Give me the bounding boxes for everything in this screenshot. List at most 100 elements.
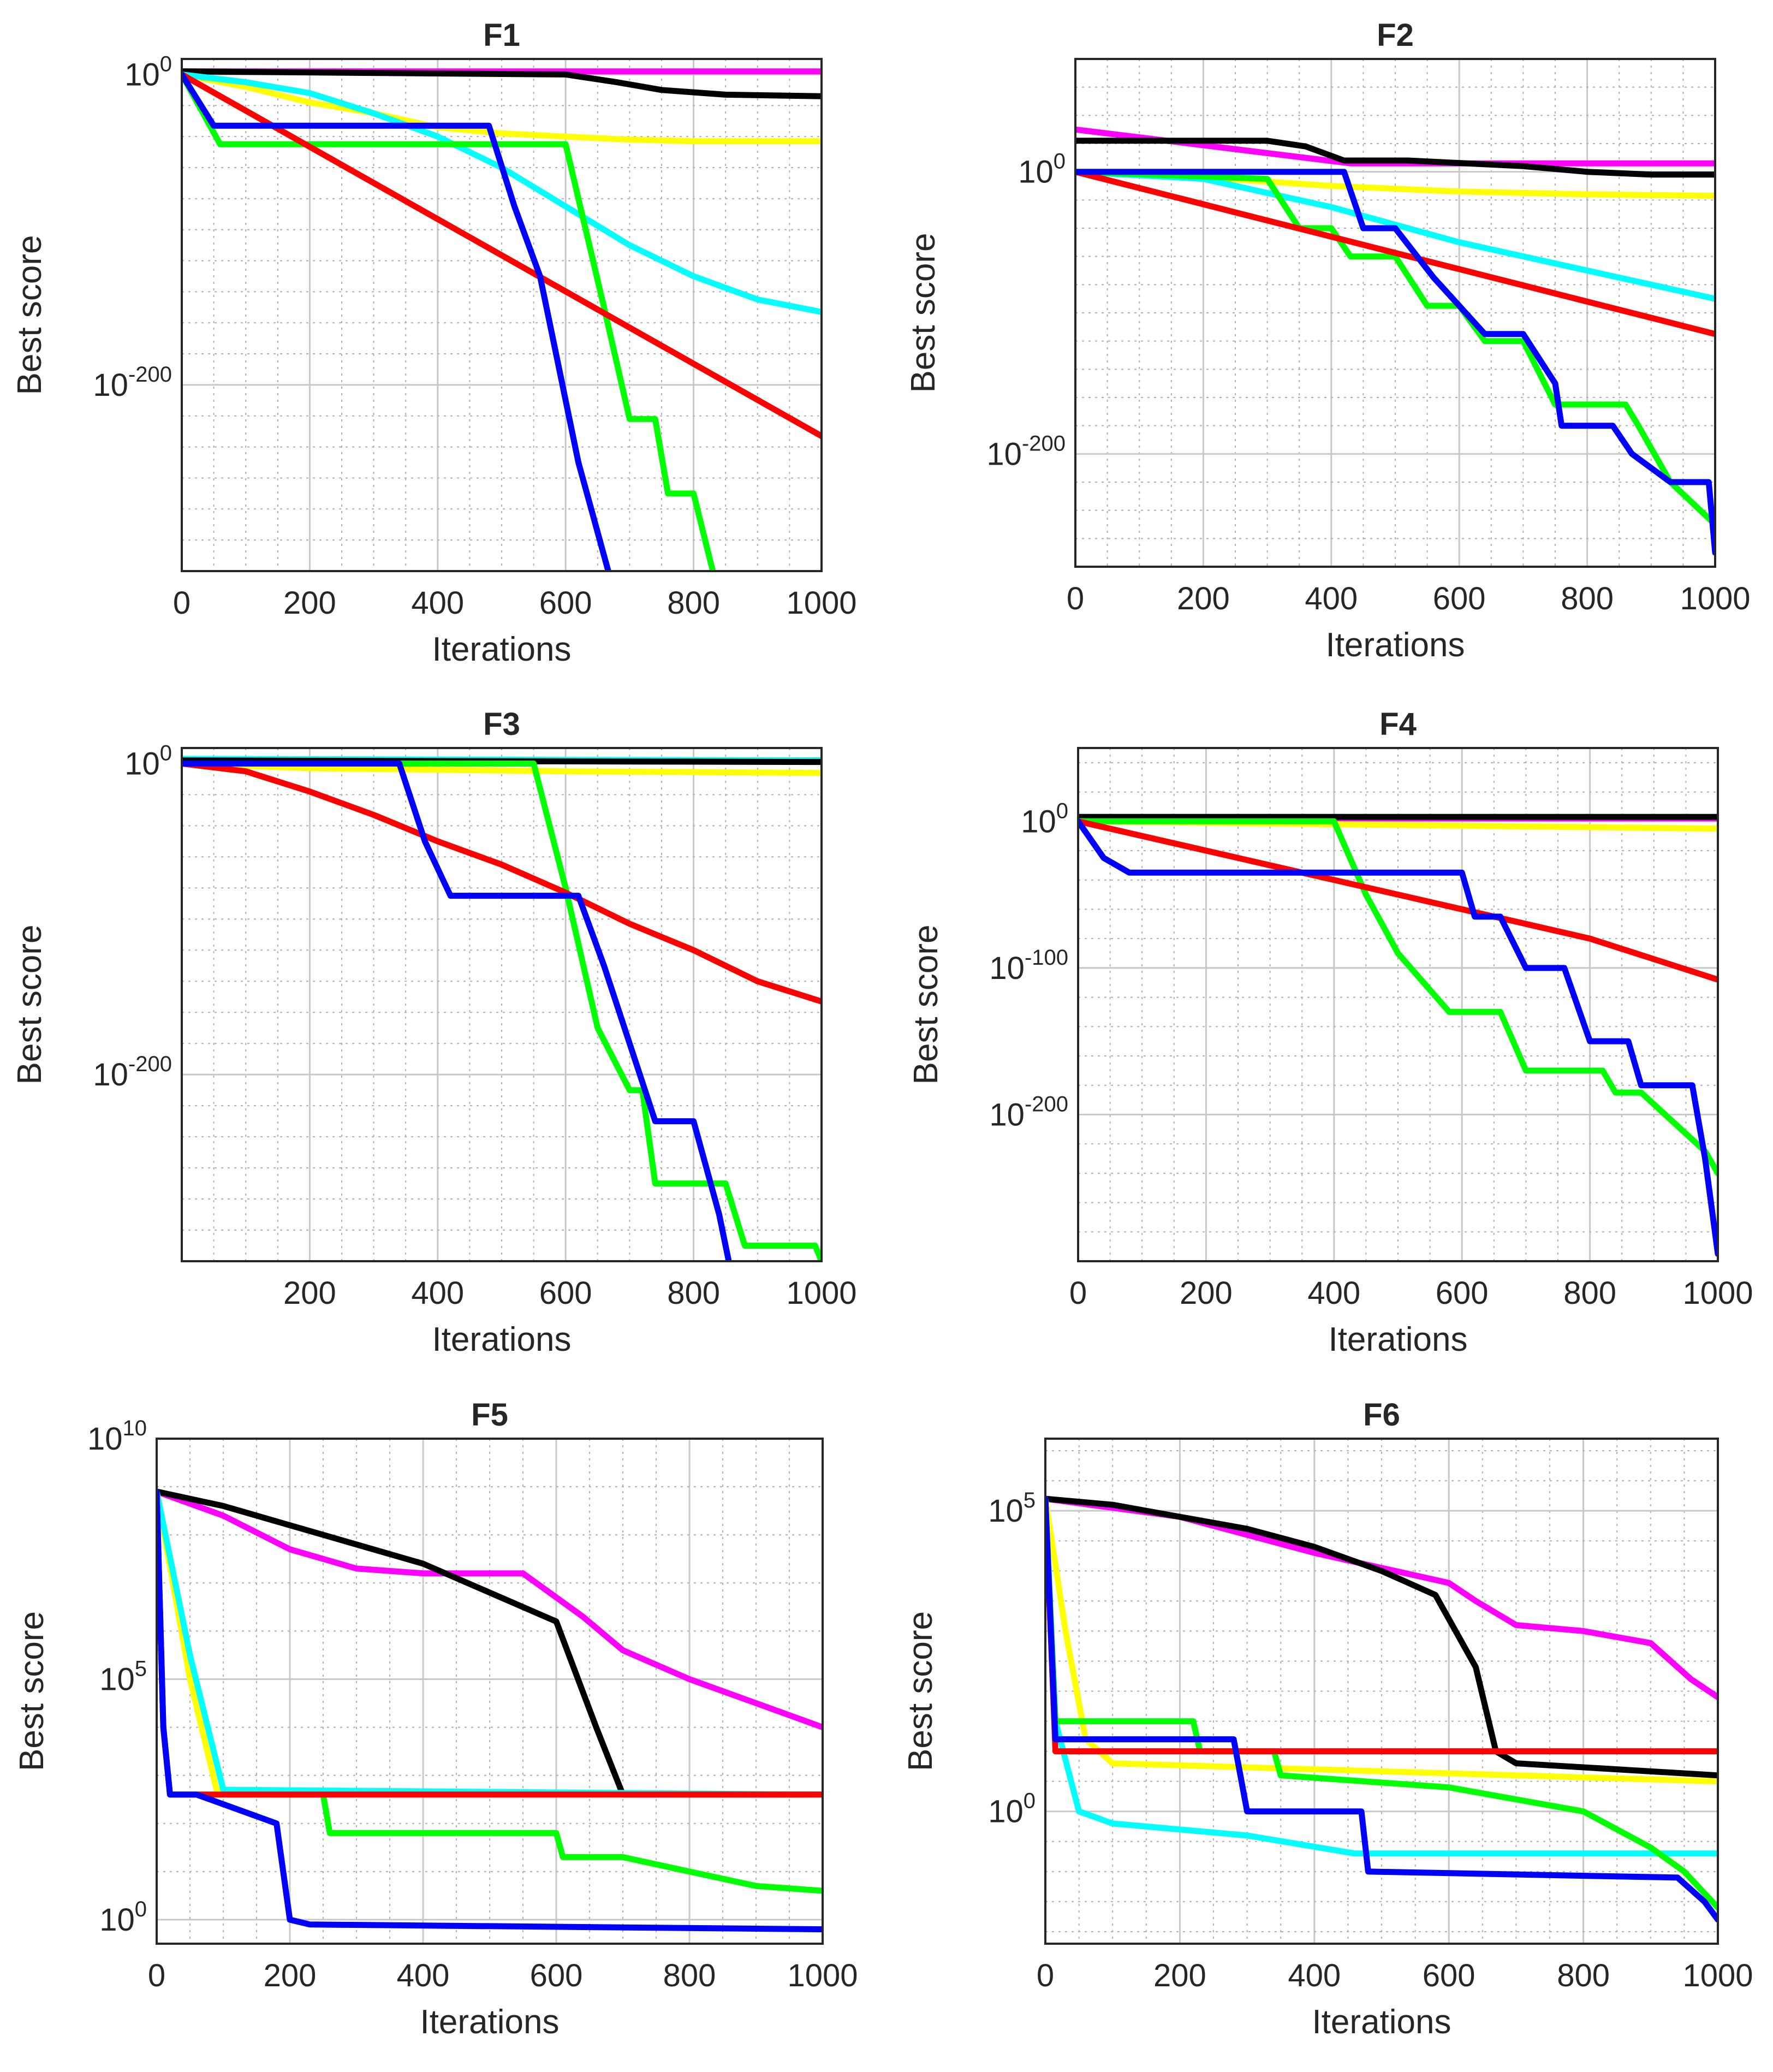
chart-title: F2 <box>1377 17 1414 53</box>
series-group <box>1075 126 1715 556</box>
series-group <box>182 68 822 571</box>
x-axis-label: Iterations <box>432 1321 571 1358</box>
y-tick-label: 10-200 <box>989 1092 1068 1132</box>
x-tick-label: 1000 <box>786 1275 856 1311</box>
series-group <box>1045 1495 1718 1923</box>
x-tick-label: 200 <box>1153 1958 1206 1993</box>
y-tick-label: 10-200 <box>986 431 1066 472</box>
x-tick-label: 0 <box>173 585 191 621</box>
panel-F5: 0 200 400 600 800 1000 1010 105 100 F5 Iterations B… <box>13 1397 858 2041</box>
x-tick-label: 400 <box>411 1275 464 1311</box>
y-tick-label: 100 <box>988 1789 1036 1830</box>
panel-F4: 0 200 400 600 800 1000 100 10-100 10-200 F4 Iterat… <box>907 707 1753 1358</box>
axes-frame <box>181 747 823 1262</box>
y-axis-label: Best score <box>11 235 49 395</box>
x-axis-label: Iterations <box>432 631 571 668</box>
y-axis-label: Best score <box>905 233 942 393</box>
chart-title: F4 <box>1379 707 1417 742</box>
x-axis-label: Iterations <box>1312 2003 1451 2041</box>
x-tick-label: 800 <box>667 1275 720 1311</box>
x-tick-label: 400 <box>1305 581 1358 616</box>
x-tick-label: 800 <box>663 1958 716 1993</box>
series-blue <box>182 761 732 1261</box>
y-tick-label: 105 <box>99 1657 147 1697</box>
series-black <box>157 1488 823 1798</box>
series-black <box>1075 138 1715 178</box>
x-tick-label: 200 <box>283 1275 336 1311</box>
series-green <box>182 761 822 1261</box>
axes-frame <box>156 1438 824 1945</box>
y-axis-label: Best score <box>11 925 49 1085</box>
x-tick-label: 800 <box>1557 1958 1610 1993</box>
x-tick-label: 600 <box>1423 1958 1475 1993</box>
x-tick-label: 600 <box>539 1275 592 1311</box>
axes-frame <box>181 58 823 572</box>
x-tick-label: 400 <box>1288 1958 1341 1993</box>
series-yellow <box>182 71 822 145</box>
x-tick-label: 400 <box>411 585 464 621</box>
panel-F6: 0 200 400 600 800 1000 105 100 F6 Iterations Best … <box>902 1397 1753 2041</box>
x-tick-label: 600 <box>1433 581 1486 616</box>
x-tick-label: 200 <box>264 1958 317 1993</box>
x-tick-label: 400 <box>1307 1275 1360 1311</box>
x-tick-label: 1000 <box>1680 581 1750 616</box>
x-axis-label: Iterations <box>1328 1321 1467 1358</box>
y-axis-label: Best score <box>13 1611 51 1771</box>
series-red <box>182 761 822 1005</box>
chart-title: F1 <box>483 17 520 53</box>
x-tick-label: 200 <box>283 585 336 621</box>
x-tick-label: 800 <box>1561 581 1614 616</box>
y-tick-label: 100 <box>1021 799 1068 839</box>
axes-frame <box>1074 58 1716 568</box>
y-tick-label: 100 <box>124 741 172 781</box>
axes-frame <box>1077 747 1719 1262</box>
series-green <box>182 71 716 571</box>
y-tick-label: 100 <box>99 1897 147 1938</box>
x-tick-label: 0 <box>1037 1958 1054 1993</box>
series-black <box>1045 1495 1718 1779</box>
series-red <box>1075 169 1715 337</box>
y-tick-label: 100 <box>124 52 172 92</box>
series-group <box>157 1488 823 1933</box>
series-red <box>1078 818 1718 983</box>
x-axis-label: Iterations <box>1325 626 1465 664</box>
x-tick-label: 1000 <box>1682 1275 1753 1311</box>
x-tick-label: 600 <box>530 1958 583 1993</box>
y-tick-label: 1010 <box>87 1416 147 1457</box>
x-tick-label: 400 <box>397 1958 450 1993</box>
y-tick-label: 10-200 <box>93 363 172 403</box>
series-green <box>1078 818 1718 1177</box>
x-axis-label: Iterations <box>420 2003 559 2041</box>
series-magenta <box>1045 1495 1718 1700</box>
panel-F2: 0 200 400 600 800 1000 100 10-200 F2 Iterations Be… <box>905 17 1751 664</box>
series-blue <box>182 71 612 571</box>
x-tick-label: 1000 <box>1682 1958 1753 1993</box>
series-green <box>1045 1495 1718 1911</box>
y-tick-label: 10-100 <box>989 946 1068 986</box>
series-blue <box>157 1488 823 1933</box>
chart-title: F6 <box>1363 1397 1400 1433</box>
y-tick-label: 100 <box>1018 150 1066 190</box>
x-tick-label: 1000 <box>787 1958 858 1993</box>
series-magenta <box>157 1488 823 1731</box>
series-black <box>182 68 822 99</box>
x-tick-label: 200 <box>1180 1275 1233 1311</box>
x-tick-label: 0 <box>1067 581 1084 616</box>
panel-F1: 0 200 400 600 800 1000 100 10-200 F1 Iterations Be… <box>11 17 857 668</box>
axes-frame <box>1044 1438 1719 1945</box>
grid <box>181 748 823 1262</box>
y-axis-label: Best score <box>907 925 945 1085</box>
series-red <box>182 71 822 440</box>
x-tick-label: 200 <box>1177 581 1230 616</box>
series-blue <box>1075 169 1715 556</box>
grid <box>1044 1439 1719 1944</box>
x-tick-label: 800 <box>1563 1275 1616 1311</box>
y-axis-label: Best score <box>902 1611 939 1771</box>
series-blue <box>1045 1495 1718 1923</box>
grid <box>1077 748 1719 1262</box>
x-tick-label: 0 <box>1069 1275 1087 1311</box>
x-tick-label: 800 <box>667 585 720 621</box>
chart-title: F3 <box>483 707 520 742</box>
x-tick-label: 0 <box>148 1958 165 1993</box>
